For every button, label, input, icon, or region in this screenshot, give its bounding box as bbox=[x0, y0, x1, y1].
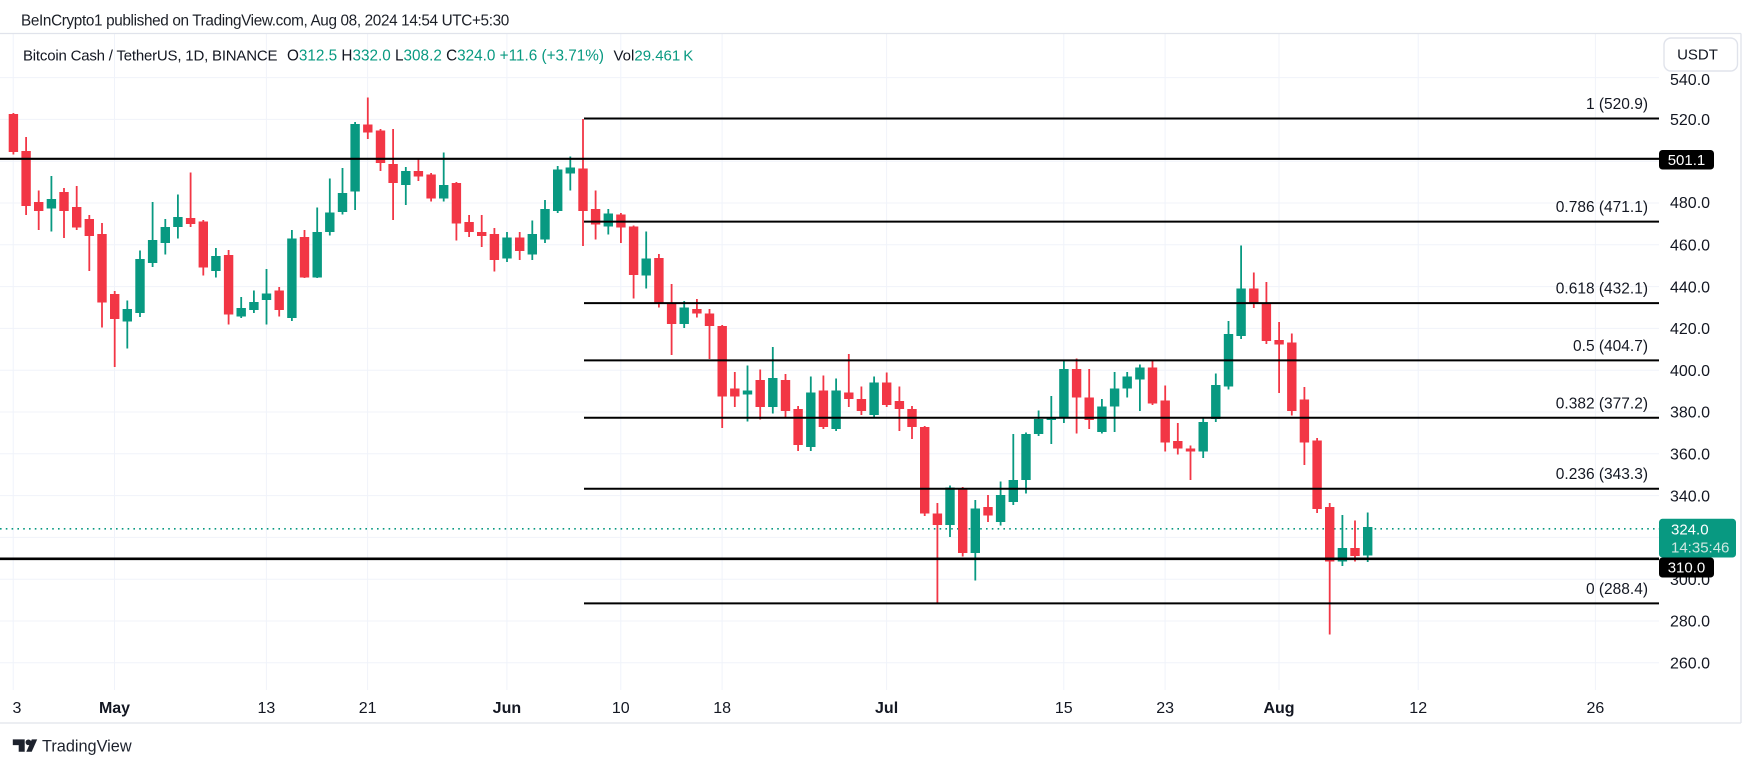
svg-text:400.0: 400.0 bbox=[1670, 363, 1710, 380]
svg-text:501.1: 501.1 bbox=[1668, 152, 1706, 169]
svg-text:540.0: 540.0 bbox=[1670, 72, 1710, 89]
svg-text:USDT: USDT bbox=[1677, 47, 1718, 64]
svg-text:460.0: 460.0 bbox=[1670, 238, 1710, 255]
svg-text:340.0: 340.0 bbox=[1670, 488, 1710, 505]
svg-text:0.618 (432.1): 0.618 (432.1) bbox=[1556, 281, 1648, 298]
svg-text:1 (520.9): 1 (520.9) bbox=[1586, 96, 1648, 113]
svg-text:23: 23 bbox=[1156, 700, 1174, 717]
svg-text:0.236 (343.3): 0.236 (343.3) bbox=[1556, 466, 1648, 483]
svg-text:380.0: 380.0 bbox=[1670, 405, 1710, 422]
svg-text:260.0: 260.0 bbox=[1670, 656, 1710, 673]
svg-text:3: 3 bbox=[13, 700, 22, 717]
svg-text:12: 12 bbox=[1409, 700, 1427, 717]
svg-text:520.0: 520.0 bbox=[1670, 112, 1710, 129]
svg-text:0.382 (377.2): 0.382 (377.2) bbox=[1556, 395, 1648, 412]
svg-text:TradingView: TradingView bbox=[42, 738, 132, 756]
svg-text:15: 15 bbox=[1055, 700, 1073, 717]
svg-text:0 (288.4): 0 (288.4) bbox=[1586, 581, 1648, 598]
svg-text:10: 10 bbox=[612, 700, 630, 717]
svg-text:Aug: Aug bbox=[1263, 700, 1294, 717]
svg-text:324.0: 324.0 bbox=[1671, 522, 1709, 539]
svg-text:18: 18 bbox=[713, 700, 731, 717]
svg-text:Jun: Jun bbox=[493, 700, 521, 717]
svg-text:Bitcoin Cash / TetherUS, 1D, B: Bitcoin Cash / TetherUS, 1D, BINANCE bbox=[23, 47, 277, 64]
svg-text:Jul: Jul bbox=[875, 700, 898, 717]
svg-text:280.0: 280.0 bbox=[1670, 614, 1710, 631]
svg-text:440.0: 440.0 bbox=[1670, 279, 1710, 296]
svg-text:360.0: 360.0 bbox=[1670, 447, 1710, 464]
svg-text:0.5 (404.7): 0.5 (404.7) bbox=[1573, 338, 1648, 355]
svg-text:BeInCrypto1 published on Tradi: BeInCrypto1 published on TradingView.com… bbox=[21, 13, 509, 30]
svg-text:13: 13 bbox=[258, 700, 276, 717]
svg-text:May: May bbox=[99, 700, 130, 717]
svg-text:O312.5 H332.0 L308.2 C324.0 +1: O312.5 H332.0 L308.2 C324.0 +11.6 (+3.71… bbox=[287, 47, 604, 64]
svg-text:480.0: 480.0 bbox=[1670, 195, 1710, 212]
svg-text:420.0: 420.0 bbox=[1670, 321, 1710, 338]
svg-text:26: 26 bbox=[1587, 700, 1605, 717]
svg-text:21: 21 bbox=[359, 700, 377, 717]
svg-text:310.0: 310.0 bbox=[1668, 560, 1706, 577]
svg-text:14:35:46: 14:35:46 bbox=[1671, 540, 1729, 557]
svg-text:0.786 (471.1): 0.786 (471.1) bbox=[1556, 199, 1648, 216]
